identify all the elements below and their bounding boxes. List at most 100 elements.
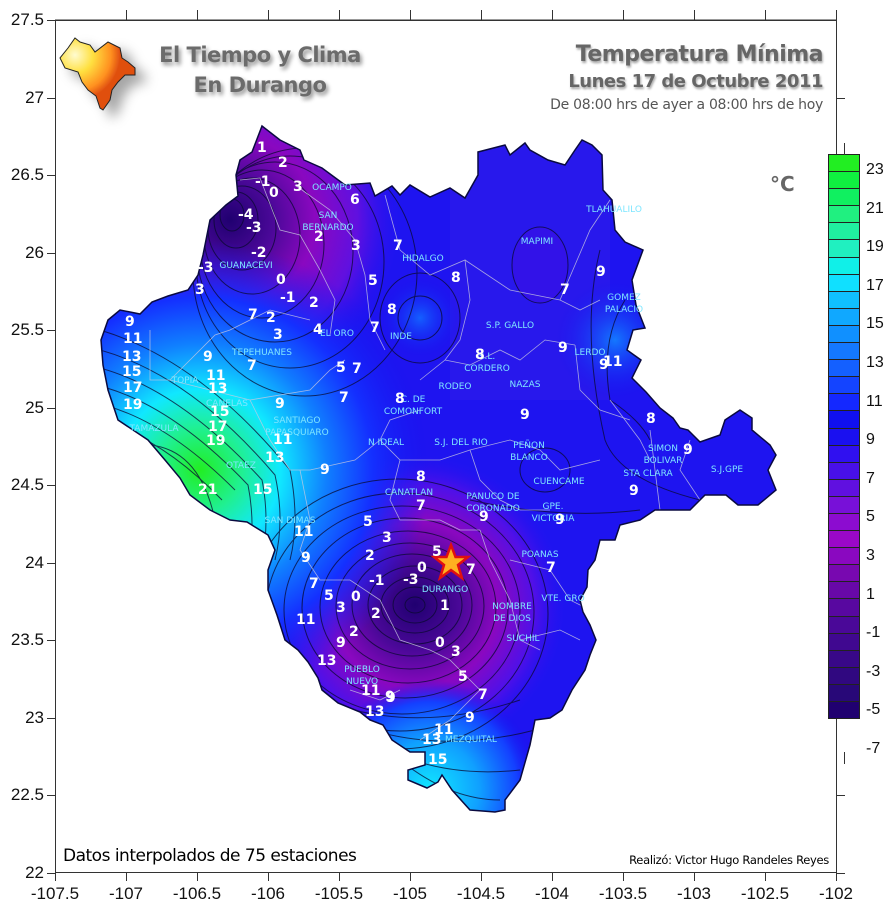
contour-label: 0: [276, 272, 286, 288]
contour-label: 9: [599, 357, 609, 373]
y-tick: [47, 795, 55, 796]
y-tick-right: [837, 873, 845, 874]
y-tick-label: 24.5: [10, 475, 44, 494]
contour-label: 3: [336, 600, 346, 616]
contour-label: 2: [266, 310, 276, 326]
contour-label: 9: [465, 710, 475, 726]
municipality-label: VTE. GRO: [541, 594, 585, 604]
durango-city-star-icon: [430, 541, 472, 582]
municipality-label: PANUCO DE CORONADO: [466, 492, 520, 514]
x-tick: [197, 873, 198, 881]
contour-label: 11: [273, 432, 293, 448]
x-tick-top: [694, 10, 695, 20]
colorbar-label: 9: [866, 431, 875, 449]
y-tick-label: 26: [25, 243, 44, 262]
y-tick: [47, 873, 55, 874]
contour-label: 7: [339, 390, 349, 406]
municipality-label: PUEBLO NUEVO: [344, 665, 380, 687]
colorbar-label: 15: [866, 315, 884, 333]
y-tick-label: 27.5: [10, 10, 44, 29]
contour-label: 5: [363, 514, 373, 530]
x-tick-top: [197, 10, 198, 20]
colorbar-segment: [828, 495, 860, 514]
contour-label: 8: [387, 302, 397, 318]
x-tick-label: -103.5: [598, 884, 648, 903]
contour-label: 5: [336, 360, 346, 376]
contour-label: 9: [336, 635, 346, 651]
colorbar-segment: [828, 461, 860, 480]
contour-label: 6: [350, 192, 360, 208]
contour-label: 15: [428, 752, 448, 768]
contour-label: 2: [278, 155, 288, 171]
colorbar-top-stem: [844, 143, 845, 155]
contour-label: 13: [317, 653, 337, 669]
colorbar-label: 23: [866, 161, 884, 178]
municipality-label: DURANGO: [421, 585, 469, 595]
contour-label: 9: [320, 462, 330, 478]
y-tick: [47, 485, 55, 486]
municipality-label: SAN BERNARDO: [302, 211, 354, 233]
municipality-label: OCAMPO: [312, 183, 352, 193]
colorbar-label: -5: [866, 701, 881, 719]
contour-label: 9: [558, 340, 568, 356]
contour-label: -3: [198, 260, 214, 276]
contour-label: 13: [365, 704, 385, 720]
contour-label: 9: [385, 689, 395, 705]
contour-label: 13: [122, 349, 142, 365]
contour-label: 11: [294, 524, 314, 540]
contour-label: 8: [416, 469, 426, 485]
contour-label: 2: [371, 606, 381, 622]
colorbar-segment: [828, 393, 860, 412]
x-tick-label: -105: [392, 884, 428, 903]
municipality-label: POANAS: [521, 550, 559, 560]
x-tick-label: -102.5: [740, 884, 790, 903]
colorbar-segment: [828, 410, 860, 429]
colorbar-segment: [828, 171, 860, 190]
x-tick: [55, 873, 56, 881]
y-tick-right: [837, 98, 845, 99]
contour-label: 0: [351, 589, 361, 605]
municipality-label: S.L. CORDERO: [464, 352, 510, 374]
contour-label: -1: [369, 573, 385, 589]
logo-durango-mini-map-icon: [59, 37, 136, 111]
municipality-label: EL ORO: [320, 329, 354, 339]
municipality-label: N IDEAL: [367, 438, 405, 448]
colorbar-label: 11: [866, 392, 883, 410]
x-tick-top: [268, 10, 269, 20]
contour-label: 1: [257, 140, 267, 156]
map-date: Lunes 17 de Octubre 2011: [568, 71, 823, 92]
colorbar-label: 13: [866, 354, 884, 371]
colorbar-label: -7: [866, 740, 881, 757]
contour-label: 13: [265, 450, 285, 466]
colorbar-label: 7: [866, 469, 875, 487]
contour-label: 15: [210, 404, 230, 420]
contour-label: -3: [246, 220, 262, 236]
y-tick: [47, 253, 55, 254]
colorbar-segment: [828, 307, 860, 326]
x-tick: [552, 873, 553, 881]
x-tick-label: -105.5: [314, 884, 364, 903]
contour-label: 4: [313, 322, 323, 338]
x-tick: [410, 873, 411, 881]
contour-label: 9: [203, 349, 213, 365]
contour-label: 17: [208, 419, 228, 435]
municipality-label: GPE. VICTORIA: [531, 502, 575, 524]
colorbar-segment: [828, 547, 860, 566]
x-tick-top: [623, 10, 624, 20]
colorbar-segment: [828, 154, 860, 173]
municipality-label: SIMON BOLIVAR: [643, 444, 683, 466]
contour-label: 9: [520, 407, 530, 423]
x-tick: [836, 873, 837, 881]
colorbar-segment: [828, 427, 860, 446]
y-tick-label: 22.5: [10, 785, 44, 804]
y-tick: [47, 330, 55, 331]
colorbar-label: 3: [866, 547, 875, 564]
contour-label: 7: [546, 560, 556, 576]
colorbar-segment: [828, 444, 860, 463]
contour-label: 17: [123, 380, 143, 396]
colorbar-label: 17: [866, 276, 884, 294]
brand-title: El Tiempo y Clima En Durango: [140, 40, 380, 100]
colorbar-segment: [828, 359, 860, 378]
colorbar-segment: [828, 701, 860, 720]
x-tick-label: -107: [108, 884, 144, 903]
